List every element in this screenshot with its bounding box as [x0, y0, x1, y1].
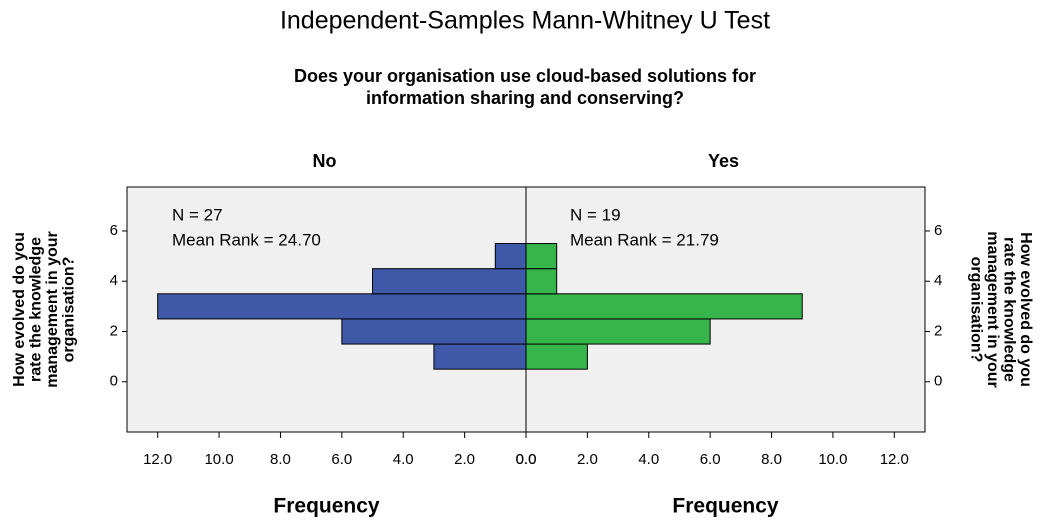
group-label: Yes — [708, 151, 739, 171]
y-axis-label: organisation? — [61, 257, 78, 363]
y-axis-label: How evolved do you — [1017, 232, 1034, 387]
bar — [157, 293, 527, 320]
y-tick-label: 6 — [110, 222, 118, 239]
bar — [525, 293, 803, 320]
x-tick-label: 6.0 — [331, 451, 352, 468]
x-tick-label: 10.0 — [204, 451, 233, 468]
x-tick-label: 0.0 — [516, 451, 537, 468]
annotation: Mean Rank = 21.79 — [570, 230, 719, 249]
annotation: N = 27 — [172, 205, 223, 224]
x-tick-label: 12.0 — [880, 451, 909, 468]
x-tick-label: 0.0 — [516, 451, 537, 468]
y-axis-label: rate the knowledge — [28, 237, 45, 382]
y-tick-label: 2 — [110, 322, 118, 339]
y-axis-label: management in your — [984, 231, 1001, 387]
bar — [525, 343, 588, 370]
y-tick-label: 2 — [934, 322, 942, 339]
x-tick-label: 12.0 — [143, 451, 172, 468]
bar — [525, 268, 558, 295]
y-axis-label: management in your — [44, 231, 61, 387]
chart-subtitle: Does your organisation use cloud-based s… — [294, 66, 756, 86]
y-tick-label: 0 — [110, 373, 118, 390]
y-axis-label: organisation? — [967, 257, 984, 363]
y-tick-label: 4 — [110, 272, 118, 289]
x-axis-label: Frequency — [273, 495, 380, 518]
y-tick-label: 6 — [934, 222, 942, 239]
x-tick-label: 8.0 — [761, 451, 782, 468]
x-tick-label: 2.0 — [577, 451, 598, 468]
bar — [433, 343, 527, 370]
chart-title: Independent-Samples Mann-Whitney U Test — [280, 7, 770, 35]
bar — [525, 318, 711, 345]
y-tick-label: 4 — [934, 272, 942, 289]
bar — [494, 243, 527, 270]
group-label: No — [313, 151, 337, 171]
y-axis-label: How evolved do you — [11, 232, 28, 387]
x-tick-label: 4.0 — [393, 451, 414, 468]
x-tick-label: 4.0 — [638, 451, 659, 468]
bar — [372, 268, 527, 295]
y-tick-label: 0 — [934, 373, 942, 390]
x-tick-label: 10.0 — [818, 451, 847, 468]
annotation: Mean Rank = 24.70 — [172, 230, 321, 249]
bar — [341, 318, 527, 345]
chart-subtitle: information sharing and conserving? — [366, 88, 684, 108]
x-tick-label: 6.0 — [700, 451, 721, 468]
annotation: N = 19 — [570, 205, 621, 224]
x-tick-label: 2.0 — [454, 451, 475, 468]
bar — [525, 243, 558, 270]
x-axis-label: Frequency — [672, 495, 779, 518]
y-axis-label: rate the knowledge — [1000, 237, 1017, 382]
x-tick-label: 8.0 — [270, 451, 291, 468]
